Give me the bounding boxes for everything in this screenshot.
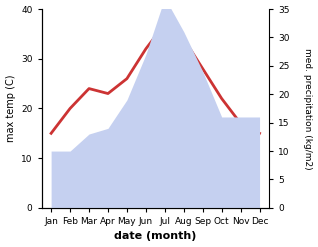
X-axis label: date (month): date (month) <box>114 231 197 242</box>
Y-axis label: max temp (C): max temp (C) <box>5 75 16 142</box>
Y-axis label: med. precipitation (kg/m2): med. precipitation (kg/m2) <box>303 48 313 169</box>
